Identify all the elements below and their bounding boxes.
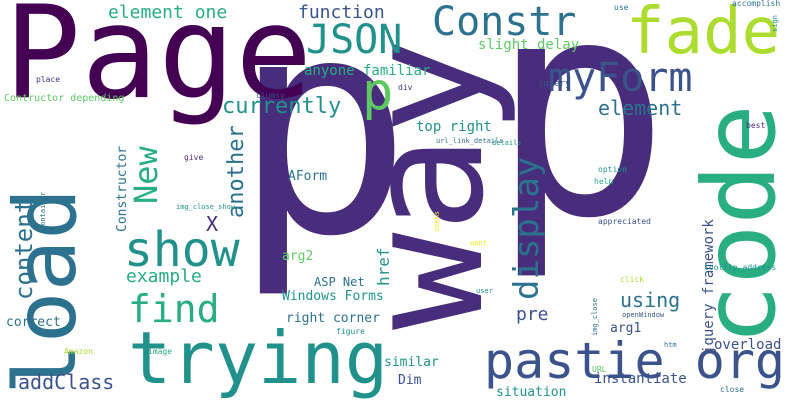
word-div: div xyxy=(398,83,413,92)
word-situation: situation xyxy=(496,385,567,400)
word-amazon: Amazon xyxy=(64,347,93,356)
word-instantiate: instantiate xyxy=(594,371,687,387)
word-constr: Constr xyxy=(432,0,577,45)
word-help: help xyxy=(594,177,614,186)
word-show: show xyxy=(124,222,240,278)
word-page: Page xyxy=(4,0,313,128)
word-jquery-framework: jquery framework xyxy=(701,219,717,354)
word-json: JSON xyxy=(306,17,403,63)
word-overload: overload xyxy=(714,337,782,353)
word-clumsy: clumsy xyxy=(256,91,285,100)
word-x: X xyxy=(206,212,219,236)
word-correct: correct xyxy=(6,315,61,330)
word-find: find xyxy=(128,287,220,331)
word-img-close: img_close xyxy=(591,298,599,336)
word-dim: Dim xyxy=(398,373,422,388)
word-user: user xyxy=(476,287,493,295)
word-element: element xyxy=(598,96,683,120)
word-trying: trying xyxy=(128,316,389,400)
word-using: using xyxy=(620,288,681,312)
word-display: display xyxy=(507,156,547,300)
word-figure: figure xyxy=(336,327,365,336)
word-p-medium: p xyxy=(362,62,394,122)
word-currently: currently xyxy=(222,94,342,119)
word-place: place xyxy=(36,75,61,84)
word-top-right: top right xyxy=(416,119,492,135)
word-asp-net: ASP Net xyxy=(314,275,365,289)
word-arg2: arg2 xyxy=(282,249,314,264)
word-want: want xyxy=(470,239,487,247)
word-windows-forms: Windows Forms xyxy=(282,289,384,304)
word-href: href xyxy=(374,247,393,286)
word-accomplish: accomplish xyxy=(732,0,781,8)
word-details: details xyxy=(492,139,522,147)
word-content: content xyxy=(10,198,38,300)
word-arg1: arg1 xyxy=(610,321,642,336)
word-anyone-familiar: anyone familiar xyxy=(304,63,431,79)
word-p-large-1: p xyxy=(232,0,413,302)
word-container: container xyxy=(39,192,47,230)
word-aform: AForm xyxy=(288,169,328,184)
word-jquery: jquery xyxy=(538,79,571,89)
word-pastie-org: pastie org xyxy=(484,332,786,390)
word-constructor: Constructor xyxy=(115,145,130,232)
word-click: click xyxy=(620,275,645,284)
word-give: give xyxy=(184,153,204,162)
word-openwindow: openWindow xyxy=(622,311,665,319)
word-option: option xyxy=(598,165,627,174)
word-similar: similar xyxy=(384,355,439,370)
word-myform: myForm xyxy=(548,55,693,101)
word-function: function xyxy=(298,2,385,23)
word-pre: pre xyxy=(516,304,549,325)
word-contructor-depending: Contructor depending xyxy=(4,93,125,104)
word-right-corner: right corner xyxy=(286,311,380,326)
word-close: close xyxy=(720,385,745,394)
word-seems: seems xyxy=(433,210,441,232)
word-image: image xyxy=(148,347,173,356)
word-fade: fade xyxy=(626,0,781,69)
word-slight-delay: slight delay xyxy=(478,37,580,53)
word-url: URL xyxy=(592,365,607,374)
word-best: best xyxy=(746,121,766,130)
word-new: New xyxy=(127,146,165,204)
word-appreciated: appreciated xyxy=(598,217,651,226)
word-p-large-2: p xyxy=(490,0,671,284)
word-tooltip-address: tooltip_address xyxy=(704,263,777,272)
word-sign: sign xyxy=(771,15,779,32)
word-url-link-details: url_link_details xyxy=(436,137,504,145)
word-example: example xyxy=(126,266,202,287)
word-addclass: addClass xyxy=(18,370,115,394)
word-element-one: element one xyxy=(108,2,228,23)
word-img-close-show: img_close_show xyxy=(176,203,236,211)
word-use: use xyxy=(614,3,629,12)
word-htm: htm xyxy=(664,341,677,349)
